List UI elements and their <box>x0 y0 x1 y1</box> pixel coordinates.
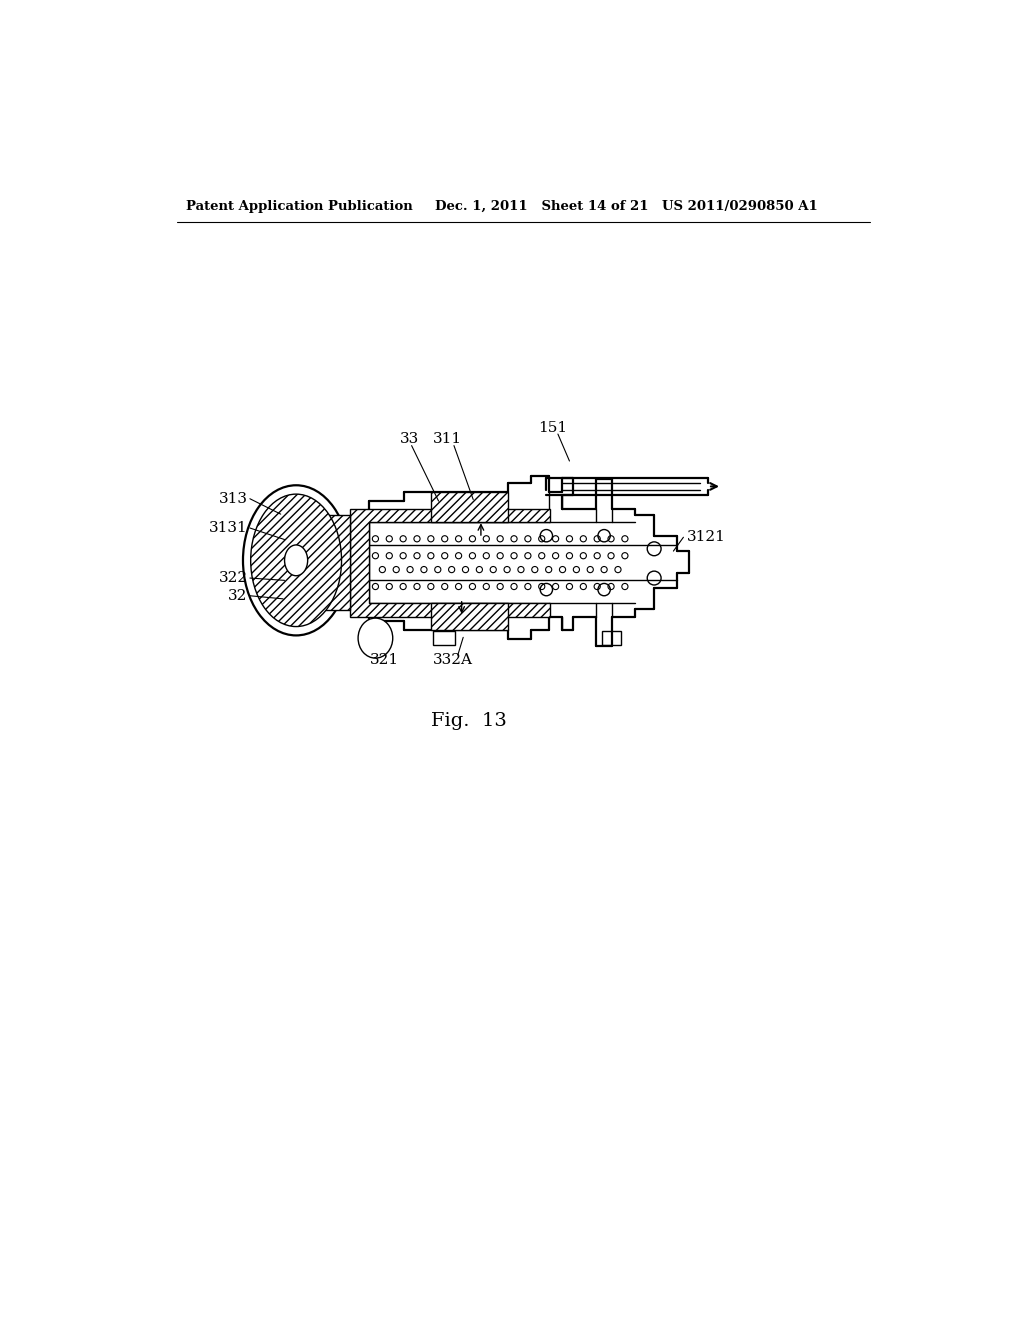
Text: US 2011/0290850 A1: US 2011/0290850 A1 <box>662 199 817 213</box>
Ellipse shape <box>285 545 307 576</box>
Text: 151: 151 <box>538 421 567 434</box>
Text: 3131: 3131 <box>209 521 248 535</box>
Text: Fig.  13: Fig. 13 <box>431 711 507 730</box>
Text: 332A: 332A <box>432 653 472 668</box>
Text: Patent Application Publication: Patent Application Publication <box>186 199 413 213</box>
Polygon shape <box>431 492 508 521</box>
Ellipse shape <box>251 494 342 627</box>
Ellipse shape <box>243 486 349 635</box>
Text: 33: 33 <box>399 433 419 446</box>
Ellipse shape <box>358 618 393 659</box>
Text: 3121: 3121 <box>686 531 725 544</box>
Polygon shape <box>304 515 350 610</box>
Text: 311: 311 <box>433 433 463 446</box>
Bar <box>602 631 621 645</box>
Polygon shape <box>431 603 508 631</box>
Bar <box>433 631 455 645</box>
Text: 32: 32 <box>228 589 248 603</box>
Text: 321: 321 <box>370 653 399 668</box>
Polygon shape <box>350 508 550 616</box>
Text: Dec. 1, 2011   Sheet 14 of 21: Dec. 1, 2011 Sheet 14 of 21 <box>435 199 648 213</box>
Text: 313: 313 <box>218 492 248 506</box>
Text: 322: 322 <box>218 572 248 585</box>
